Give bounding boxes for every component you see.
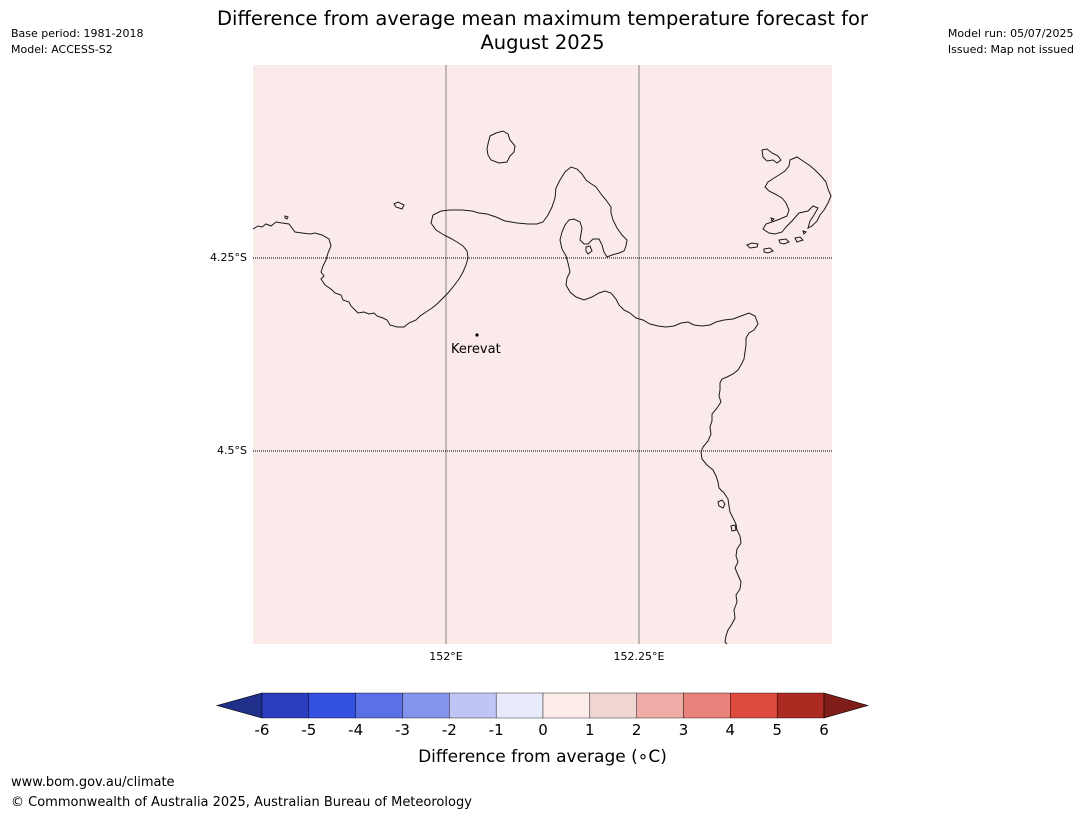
islet-ne-1 bbox=[746, 242, 759, 249]
map-title: Difference from average mean maximum tem… bbox=[180, 7, 905, 55]
colorbar-bin bbox=[636, 692, 684, 719]
colorbar-bin bbox=[495, 692, 544, 719]
islet-coast-1 bbox=[717, 499, 726, 509]
lon-label-152e: 152°E bbox=[429, 650, 463, 663]
colorbar-tick-label: 1 bbox=[585, 721, 595, 739]
colorbar-bin bbox=[683, 692, 731, 719]
islet-ne-6 bbox=[770, 217, 775, 222]
colorbar-extend-high bbox=[823, 692, 870, 719]
islet-ne-5 bbox=[802, 230, 807, 235]
colorbar-bin bbox=[261, 692, 310, 719]
colorbar-tick-label: -1 bbox=[488, 721, 504, 739]
model-run-text: Model run: 05/07/2025 bbox=[947, 27, 1074, 40]
base-period-text: Base period: 1981-2018 bbox=[11, 27, 144, 40]
islet-small-2 bbox=[585, 245, 593, 255]
island-north-center bbox=[486, 130, 516, 164]
colorbar-bin bbox=[449, 692, 497, 719]
colorbar bbox=[215, 692, 870, 719]
map-title-line2: August 2025 bbox=[480, 31, 605, 54]
colorbar-bin bbox=[355, 692, 403, 719]
lon-label-152-25e: 152.25°E bbox=[613, 650, 665, 663]
islet-ne-4 bbox=[794, 236, 804, 243]
colorbar-extend-low bbox=[215, 692, 263, 719]
colorbar-tick-label: 6 bbox=[819, 721, 829, 739]
meta-right: Model run: 05/07/2025 Issued: Map not is… bbox=[948, 26, 1074, 58]
colorbar-tick-label: 3 bbox=[678, 721, 689, 739]
place-label-kerevat: Kerevat bbox=[451, 342, 501, 357]
kerevat-marker bbox=[475, 333, 479, 337]
colorbar-bin bbox=[308, 692, 356, 719]
colorbar-bin bbox=[776, 692, 825, 719]
issued-text: Issued: Map not issued bbox=[947, 43, 1074, 56]
islet-coast-2 bbox=[730, 524, 737, 532]
coastline-group bbox=[252, 130, 832, 645]
island-northeast-large bbox=[762, 156, 832, 235]
islands-northeast bbox=[761, 148, 782, 164]
colorbar-tick-label: 5 bbox=[772, 721, 782, 739]
coastline-main bbox=[252, 166, 759, 645]
colorbar-tick-label: 4 bbox=[725, 721, 736, 739]
colorbar-tick-label: -3 bbox=[395, 721, 410, 739]
islet-small-1 bbox=[393, 201, 405, 210]
colorbar-tick-label: -2 bbox=[441, 721, 457, 739]
colorbar-label: Difference from average (∘C) bbox=[418, 747, 667, 767]
lat-label-4-25s: 4.25°S bbox=[210, 251, 247, 264]
map-background bbox=[253, 65, 832, 644]
footer-url: www.bom.gov.au/climate bbox=[11, 775, 175, 790]
colorbar-tick-label: -4 bbox=[348, 721, 364, 739]
colorbar-bin bbox=[402, 692, 450, 719]
lat-label-4-5s: 4.5°S bbox=[217, 444, 247, 457]
model-text: Model: ACCESS-S2 bbox=[11, 43, 113, 56]
islet-ne-2 bbox=[763, 247, 774, 254]
colorbar-bin bbox=[542, 692, 591, 719]
colorbar-bin bbox=[730, 692, 778, 719]
colorbar-bin bbox=[589, 692, 637, 719]
islet-ne-3 bbox=[778, 238, 790, 245]
colorbar-tick-label: 0 bbox=[538, 721, 548, 739]
meta-left: Base period: 1981-2018 Model: ACCESS-S2 bbox=[11, 26, 143, 58]
colorbar-tick-label: -6 bbox=[254, 721, 270, 739]
footer-copyright: © Commonwealth of Australia 2025, Austra… bbox=[11, 795, 472, 810]
map-title-line1: Difference from average mean maximum tem… bbox=[217, 7, 868, 30]
islet-small-3 bbox=[284, 215, 289, 220]
colorbar-tick-label: -5 bbox=[301, 721, 317, 739]
colorbar-tick-label: 2 bbox=[631, 721, 642, 739]
